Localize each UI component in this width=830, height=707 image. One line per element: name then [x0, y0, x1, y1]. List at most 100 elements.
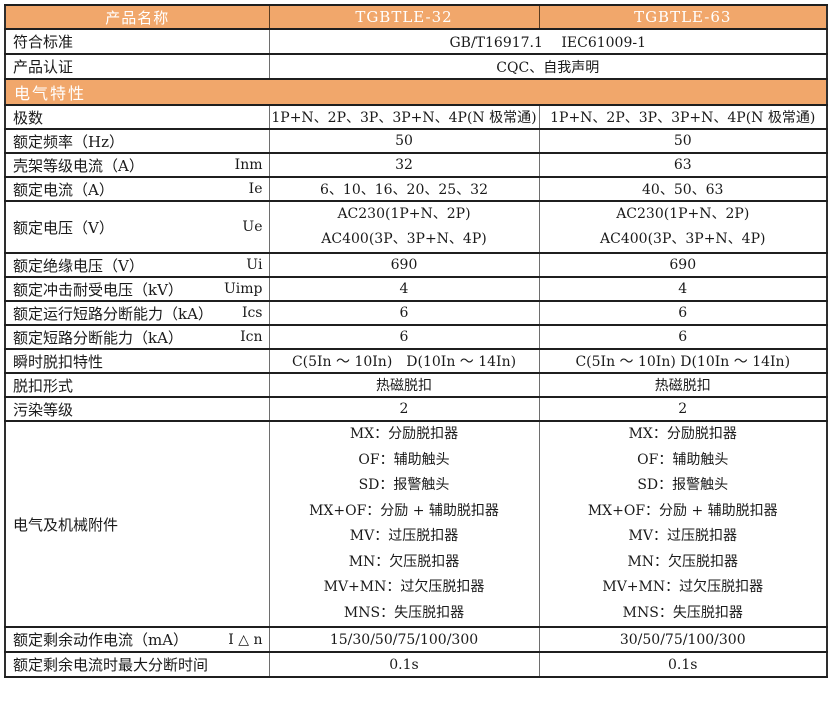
row-symbol: Ue	[242, 219, 263, 235]
row-accessories: 电气及机械附件 MX：分励脱扣器 OF：辅助触头 SD：报警触头 MX+OF：分…	[4, 420, 828, 628]
accessory-line: MX：分励脱扣器	[349, 426, 459, 442]
row-ultimate-breaking-capacity: 额定短路分断能力（kA） Icn 6 6	[4, 324, 828, 350]
accessory-line: MN：欠压脱扣器	[348, 553, 460, 570]
value-frequency-32: 50	[268, 128, 540, 154]
value-poles-32: 1P+N、2P、3P、3P+N、4P(N 极常通)	[268, 104, 540, 130]
value-line: AC400(3P、3P+N、4P)	[321, 231, 487, 247]
row-symbol: Uimp	[223, 281, 263, 297]
row-standards: 符合标准 GB/T16917.1 IEC61009-1	[4, 28, 828, 55]
row-label: 脱扣形式	[13, 376, 74, 395]
value-icn-63: 6	[538, 324, 828, 350]
value-rated-current-63: 40、50、63	[538, 176, 828, 202]
value-certification: CQC、自我声明	[268, 53, 828, 80]
row-label: 电气及机械附件	[13, 515, 119, 534]
value-breaking-time-32: 0.1s	[268, 651, 540, 678]
row-symbol: I △ n	[228, 631, 263, 648]
label-insulation-voltage: 额定绝缘电压（V） Ui	[4, 252, 270, 278]
label-residual-current: 额定剩余动作电流（mA） I △ n	[4, 626, 270, 653]
label-frame-current: 壳架等级电流（A） Inm	[4, 152, 270, 178]
row-label: 额定剩余电流时最大分断时间	[13, 656, 209, 674]
row-label: 额定电流（A）	[13, 180, 114, 199]
accessory-line: MX+OF：分励 + 辅助脱扣器	[309, 502, 499, 519]
label-rated-current: 额定电流（A） Ie	[4, 176, 270, 202]
value-rated-voltage-63: AC230(1P+N、2P) AC400(3P、3P+N、4P)	[538, 200, 828, 254]
row-label: 瞬时脱扣特性	[13, 352, 104, 371]
value-icn-32: 6	[268, 324, 540, 350]
value-pollution-32: 2	[268, 396, 540, 422]
row-symbol: Ics	[241, 305, 263, 321]
value-instant-trip-63: C(5In ～ 10In) D(10In ～ 14In)	[538, 348, 828, 374]
accessory-line: MX：分励脱扣器	[628, 426, 737, 442]
accessory-line: MV+MN：过欠压脱扣器	[323, 579, 485, 595]
label-rated-frequency: 额定频率（Hz）	[4, 128, 270, 154]
accessory-line: MN：欠压脱扣器	[627, 553, 739, 570]
value-impulse-32: 4	[268, 276, 540, 302]
row-symbol: Icn	[240, 329, 263, 345]
value-insulation-63: 690	[538, 252, 828, 278]
row-certification: 产品认证 CQC、自我声明	[4, 53, 828, 80]
row-rated-frequency: 额定频率（Hz） 50 50	[4, 128, 828, 154]
value-pollution-63: 2	[538, 396, 828, 422]
row-label: 额定电压（V）	[13, 218, 114, 237]
table-header-row: 产品名称 TGBTLE-32 TGBTLE-63	[4, 4, 828, 30]
row-symbol: Ie	[248, 181, 263, 197]
row-frame-current: 壳架等级电流（A） Inm 32 63	[4, 152, 828, 178]
row-poles: 极数 1P+N、2P、3P、3P+N、4P(N 极常通) 1P+N、2P、3P、…	[4, 104, 828, 130]
row-label: 符合标准	[13, 33, 74, 51]
accessory-line: MV：过压脱扣器	[349, 528, 459, 544]
label-standards: 符合标准	[4, 28, 270, 55]
accessory-line: SD：报警触头	[637, 477, 729, 493]
label-accessories: 电气及机械附件	[4, 420, 270, 628]
value-residual-63: 30/50/75/100/300	[538, 626, 828, 653]
row-residual-current: 额定剩余动作电流（mA） I △ n 15/30/50/75/100/300 3…	[4, 626, 828, 653]
row-rated-voltage: 额定电压（V） Ue AC230(1P+N、2P) AC400(3P、3P+N、…	[4, 200, 828, 254]
accessory-line: SD：报警触头	[358, 477, 450, 493]
value-rated-current-32: 6、10、16、20、25、32	[268, 176, 540, 202]
value-poles-63: 1P+N、2P、3P、3P+N、4P(N 极常通)	[538, 104, 828, 130]
accessory-line: MV：过压脱扣器	[628, 528, 737, 544]
row-label: 额定剩余动作电流（mA）	[13, 631, 189, 649]
value-breaking-time-63: 0.1s	[538, 651, 828, 678]
value-line: AC230(1P+N、2P)	[337, 206, 471, 222]
row-symbol: Inm	[234, 157, 263, 173]
row-label: 额定频率（Hz）	[13, 132, 124, 151]
row-label: 额定冲击耐受电压（kV）	[13, 280, 183, 299]
row-label: 壳架等级电流（A）	[13, 156, 144, 175]
row-symbol: Ui	[246, 257, 263, 273]
row-label: 产品认证	[13, 58, 74, 76]
row-label: 极数	[13, 108, 44, 127]
row-service-breaking-capacity: 额定运行短路分断能力（kA） Ics 6 6	[4, 300, 828, 326]
value-ics-63: 6	[538, 300, 828, 326]
label-pollution-degree: 污染等级	[4, 396, 270, 422]
accessory-line: MNS：失压脱扣器	[343, 604, 465, 621]
value-rated-voltage-32: AC230(1P+N、2P) AC400(3P、3P+N、4P)	[268, 200, 540, 254]
value-ics-32: 6	[268, 300, 540, 326]
row-trip-type: 脱扣形式 热磁脱扣 热磁脱扣	[4, 372, 828, 398]
row-impulse-withstand: 额定冲击耐受电压（kV） Uimp 4 4	[4, 276, 828, 302]
row-label: 污染等级	[13, 400, 74, 419]
row-pollution-degree: 污染等级 2 2	[4, 396, 828, 422]
label-ultimate-breaking: 额定短路分断能力（kA） Icn	[4, 324, 270, 350]
label-certification: 产品认证	[4, 53, 270, 80]
value-frame-current-63: 63	[538, 152, 828, 178]
value-frame-current-32: 32	[268, 152, 540, 178]
accessory-line: MX+OF：分励 + 辅助脱扣器	[587, 502, 778, 519]
header-model-tgbtle-63: TGBTLE-63	[538, 4, 828, 30]
row-instant-trip: 瞬时脱扣特性 C(5In ～ 10In) D(10In ～ 14In) C(5I…	[4, 348, 828, 374]
value-line: AC230(1P+N、2P)	[616, 206, 750, 222]
value-instant-trip-32: C(5In ～ 10In) D(10In ～ 14In)	[268, 348, 540, 374]
label-trip-type: 脱扣形式	[4, 372, 270, 398]
label-service-breaking: 额定运行短路分断能力（kA） Ics	[4, 300, 270, 326]
value-impulse-63: 4	[538, 276, 828, 302]
value-insulation-32: 690	[268, 252, 540, 278]
accessory-line: MV+MN：过欠压脱扣器	[602, 579, 764, 595]
row-rated-current: 额定电流（A） Ie 6、10、16、20、25、32 40、50、63	[4, 176, 828, 202]
accessory-line: OF：辅助触头	[637, 451, 729, 468]
row-label: 额定运行短路分断能力（kA）	[13, 304, 213, 323]
label-instant-trip: 瞬时脱扣特性	[4, 348, 270, 374]
label-impulse-withstand: 额定冲击耐受电压（kV） Uimp	[4, 276, 270, 302]
accessory-line: MNS：失压脱扣器	[622, 604, 743, 621]
header-model-tgbtle-32: TGBTLE-32	[268, 4, 540, 30]
product-spec-table: 产品名称 TGBTLE-32 TGBTLE-63 符合标准 GB/T16917.…	[4, 4, 828, 678]
row-label: 额定短路分断能力（kA）	[13, 328, 183, 347]
